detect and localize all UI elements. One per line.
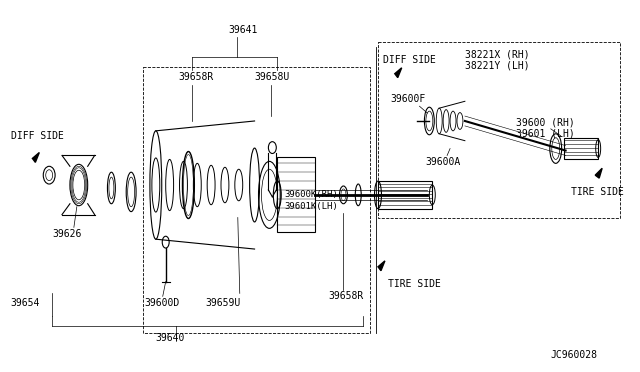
Text: 39600A: 39600A [426, 157, 461, 167]
Text: TIRE SIDE: TIRE SIDE [388, 279, 441, 289]
Polygon shape [33, 153, 39, 162]
Text: 39658U: 39658U [255, 72, 290, 82]
Polygon shape [378, 261, 385, 271]
Text: DIFF SIDE: DIFF SIDE [383, 55, 436, 65]
Polygon shape [395, 68, 402, 78]
Text: 39658R: 39658R [328, 291, 364, 301]
Text: TIRE SIDE: TIRE SIDE [570, 187, 623, 197]
Bar [378, 42, 620, 218]
Text: 39601 (LH): 39601 (LH) [516, 129, 575, 139]
Bar [143, 67, 370, 333]
Text: 39654: 39654 [11, 298, 40, 308]
Text: 39601K(LH): 39601K(LH) [284, 202, 338, 211]
Text: 39659U: 39659U [205, 298, 241, 308]
Polygon shape [595, 168, 602, 178]
Text: 39640: 39640 [156, 333, 185, 343]
Text: 38221X (RH): 38221X (RH) [465, 49, 529, 59]
Text: 39600F: 39600F [391, 94, 426, 104]
Text: 39600D: 39600D [144, 298, 179, 308]
Bar [277, 157, 315, 232]
Text: 39600 (RH): 39600 (RH) [516, 118, 575, 128]
Bar [564, 138, 598, 160]
Text: 39626: 39626 [52, 229, 81, 239]
Text: 39641: 39641 [228, 25, 257, 35]
Text: 38221Y (LH): 38221Y (LH) [465, 61, 529, 71]
Text: JC960028: JC960028 [551, 350, 598, 360]
Bar [378, 181, 432, 209]
Text: 39658R: 39658R [179, 72, 214, 82]
Text: DIFF SIDE: DIFF SIDE [11, 131, 63, 141]
Text: 39600K(RH): 39600K(RH) [284, 190, 338, 199]
